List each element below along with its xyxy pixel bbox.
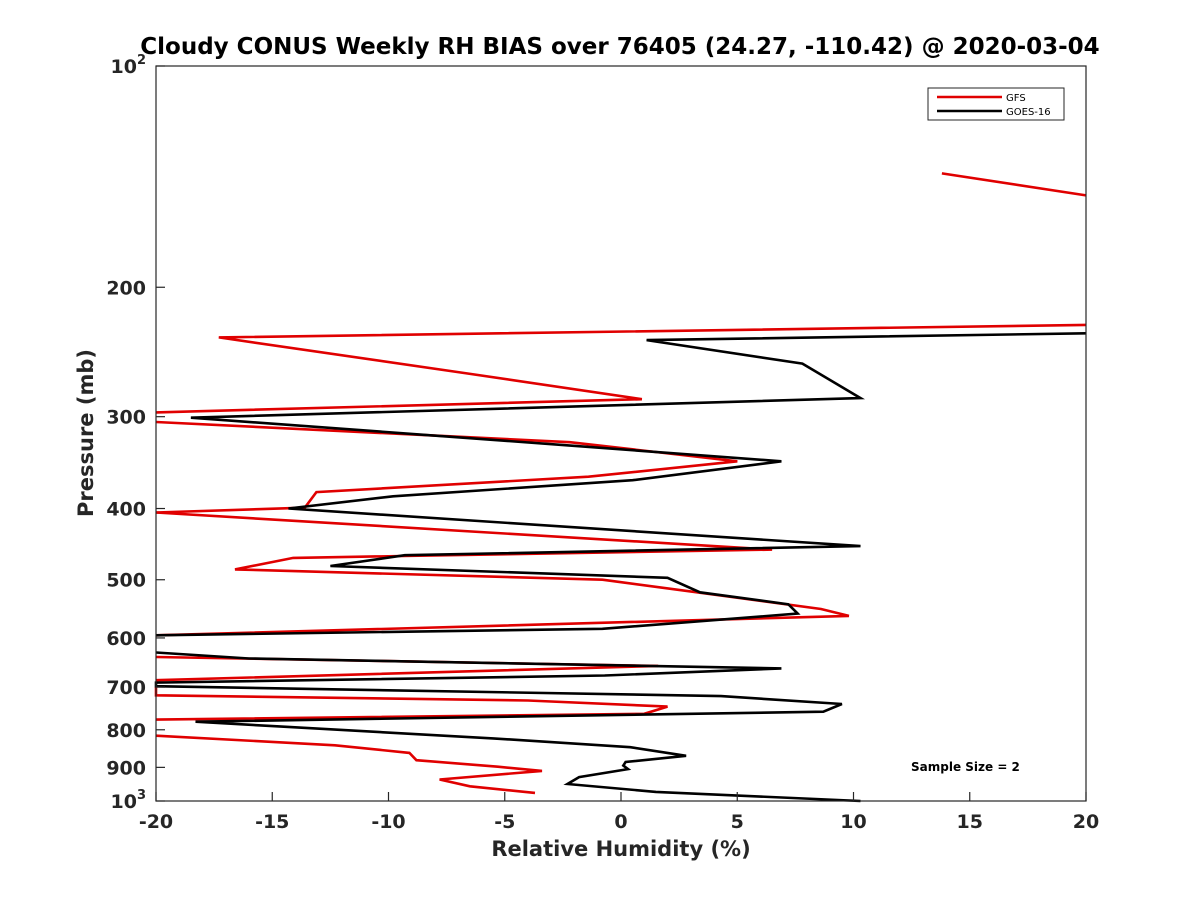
legend: GFS GOES-16	[927, 87, 1065, 121]
y-tick-label: 700	[106, 677, 146, 699]
x-axis-ticks: -20 -15 -10 -5 0 5 10 15 20	[139, 792, 1099, 833]
legend-label-gfs: GFS	[1006, 93, 1026, 104]
y-tick-label: 900	[106, 757, 146, 779]
series-line-goes-16-segment-1	[155, 332, 1087, 637]
x-tick-label: 10	[840, 811, 866, 833]
x-tick-label: 5	[731, 811, 744, 833]
x-tick-label: -10	[371, 811, 405, 833]
x-tick-label: -5	[494, 811, 515, 833]
y-tick-label: 600	[106, 628, 146, 650]
y-tick-label: 800	[106, 720, 146, 742]
y-tick-label: 200	[106, 277, 146, 299]
plot-area-frame	[155, 65, 1087, 802]
y-axis-ticks: 102 200 300 400 500 600 700 800 900 103	[106, 53, 165, 813]
y-tick-label: 500	[106, 570, 146, 592]
y-tick-label: 102	[111, 53, 147, 78]
sample-size-annotation: Sample Size = 2	[911, 760, 1020, 774]
y-tick-label: 103	[111, 788, 147, 813]
x-axis-label: Relative Humidity (%)	[491, 837, 750, 861]
series-line-goes-16-segment-2	[154, 651, 861, 803]
series-line-gfs-segment-1	[941, 172, 1087, 197]
legend-label-goes16: GOES-16	[1006, 107, 1051, 118]
series-line-gfs-segment-2	[155, 323, 1087, 414]
series-line-gfs-segment-7	[155, 734, 543, 795]
plot-lines	[154, 172, 1087, 803]
legend-box	[927, 87, 1065, 121]
x-tick-label: 15	[957, 811, 983, 833]
y-tick-label: 400	[106, 499, 146, 521]
y-tick-label: 300	[106, 407, 146, 429]
chart-title: Cloudy CONUS Weekly RH BIAS over 76405 (…	[140, 34, 1099, 60]
y-axis-label: Pressure (mb)	[74, 349, 98, 517]
x-tick-label: -15	[255, 811, 289, 833]
series-line-gfs-segment-4	[155, 511, 850, 637]
x-tick-label: 0	[614, 811, 627, 833]
x-tick-label: -20	[139, 811, 173, 833]
x-tick-label: 20	[1073, 811, 1099, 833]
